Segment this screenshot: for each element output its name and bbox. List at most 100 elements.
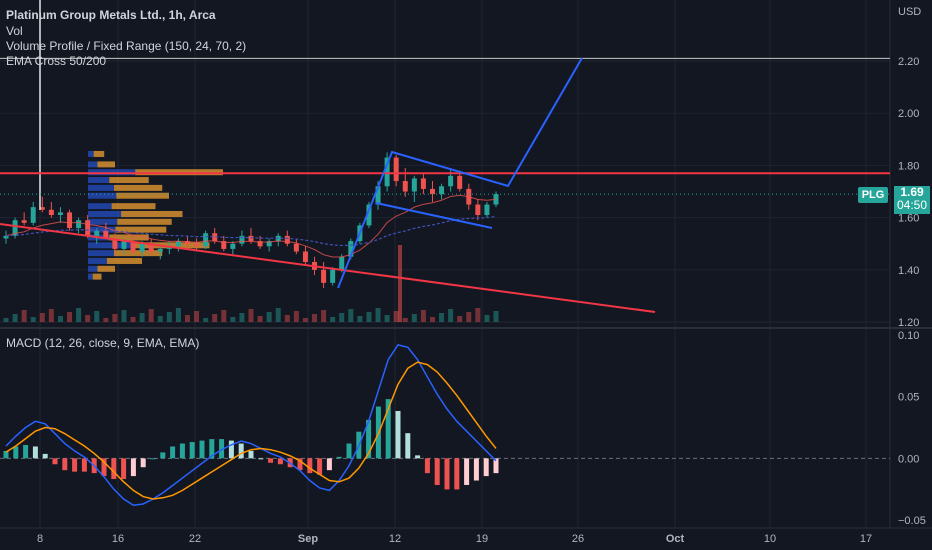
volume-bar — [112, 314, 118, 322]
candle-body — [266, 241, 272, 247]
histogram-bar — [268, 458, 274, 463]
candle-body — [76, 220, 82, 229]
volume-bar — [12, 314, 18, 322]
volume-bar — [493, 311, 499, 322]
histogram-bar — [277, 458, 283, 465]
profile-bar-up — [88, 150, 94, 157]
candle-body — [348, 241, 354, 257]
currency-label: USD — [898, 6, 921, 18]
candle-body — [203, 233, 209, 247]
time-tick-label: 19 — [476, 533, 488, 545]
histogram-bar — [13, 446, 19, 459]
price-tick-label: 2.20 — [898, 56, 919, 68]
candle-body — [67, 212, 73, 229]
legend-title: Platinum Group Metals Ltd., 1h, Arca — [6, 8, 216, 22]
macd-tick-label: 0.00 — [898, 453, 919, 465]
candle-body — [257, 241, 263, 247]
candle-body — [48, 209, 54, 215]
profile-bar-up — [88, 242, 131, 249]
histogram-bar — [62, 458, 68, 471]
candle-body — [475, 204, 481, 215]
histogram-bar — [434, 458, 440, 485]
candle-body — [39, 207, 45, 210]
histogram-bar — [464, 458, 470, 485]
volume-bar — [402, 318, 408, 322]
profile-bar-down — [116, 192, 169, 199]
price-tick-label: 1.20 — [898, 317, 919, 329]
volume-bar — [439, 313, 445, 322]
profile-bar-up — [88, 161, 98, 168]
volume-bar — [330, 317, 336, 322]
histogram-bar — [170, 446, 176, 459]
legend-vol: Vol — [6, 24, 23, 38]
volume-bar — [76, 308, 82, 322]
profile-bar-up — [88, 192, 117, 199]
time-tick-label: 8 — [37, 533, 43, 545]
histogram-bar — [189, 442, 195, 459]
histogram-bar — [258, 458, 264, 460]
histogram-bar — [101, 458, 107, 477]
ema-200-line — [5, 215, 497, 247]
volume-bar — [384, 315, 390, 322]
histogram-bar — [209, 439, 215, 459]
macd-tick-label: 0.05 — [898, 392, 919, 404]
volume-profile — [88, 150, 223, 280]
candle-body — [457, 175, 463, 189]
volume-bar — [293, 311, 299, 322]
last-price-tag: 1.69 04:50 — [894, 186, 930, 214]
histogram-bar — [444, 458, 450, 490]
volume-bar — [357, 316, 363, 322]
volume-bar — [94, 311, 100, 322]
volume-bar — [67, 312, 73, 322]
volume-bar — [148, 309, 154, 322]
candle-body — [130, 241, 136, 252]
bar-countdown: 04:50 — [896, 198, 928, 212]
histogram-bar — [385, 399, 391, 459]
profile-bar-down — [115, 226, 167, 233]
histogram-bar — [493, 458, 499, 474]
flag-lower-line — [375, 202, 493, 229]
volume-bar — [475, 308, 481, 322]
histogram-bar — [228, 440, 234, 459]
candle-body — [139, 243, 145, 252]
histogram-bar — [336, 456, 342, 459]
profile-bar-down — [121, 210, 183, 217]
profile-bar-down — [109, 234, 149, 241]
candle-body — [221, 241, 227, 249]
histogram-bar — [140, 458, 146, 468]
histogram-bar — [326, 458, 332, 471]
histogram-bar — [473, 458, 479, 481]
profile-bar-up — [88, 250, 114, 257]
histogram-bar — [238, 443, 244, 459]
profile-bar-down — [106, 257, 142, 264]
volume-bar — [302, 318, 308, 322]
volume-bar — [366, 312, 372, 322]
volume-bar — [139, 313, 145, 322]
profile-bar-up — [88, 273, 93, 280]
price-tick-label: 1.80 — [898, 160, 919, 172]
time-tick-label: Oct — [666, 533, 685, 545]
candle-body — [375, 186, 381, 205]
volume-bar — [184, 315, 190, 322]
candle-body — [420, 178, 426, 189]
time-tick-label: 22 — [189, 533, 201, 545]
volume-bar — [375, 308, 381, 322]
legend-macd: MACD (12, 26, close, 9, EMA, EMA) — [6, 336, 200, 350]
volume-bar — [275, 308, 281, 322]
volume-bar — [166, 312, 172, 322]
histogram-bar — [219, 439, 225, 459]
candle-body — [321, 269, 327, 283]
histogram-bar — [248, 450, 254, 459]
candle-body — [239, 235, 245, 244]
volume-bar — [130, 317, 136, 322]
histogram-bar — [454, 458, 460, 490]
histogram-bar — [23, 445, 29, 459]
candle-body — [493, 194, 499, 205]
profile-bar-down — [111, 203, 156, 210]
volume-bar — [420, 310, 426, 322]
candle-body — [103, 230, 109, 239]
volume-bar — [175, 308, 181, 322]
candle-body — [21, 220, 27, 223]
profile-bar-down — [97, 161, 115, 168]
